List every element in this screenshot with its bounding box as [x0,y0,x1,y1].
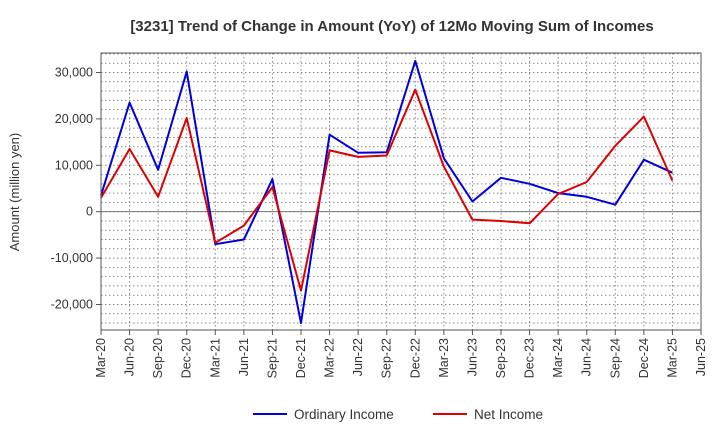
x-tick-label: Dec-23 [523,338,537,378]
y-tick-label: 0 [86,205,93,219]
x-tick-label: Sep-24 [608,338,622,378]
x-tick-label: Jun-23 [465,338,479,376]
y-axis-ticks: -20,000 -10,000 0 10,000 20,000 30,000 [51,65,101,311]
legend: Ordinary Income Net Income [253,407,543,422]
chart-title: [3231] Trend of Change in Amount (YoY) o… [130,18,653,35]
series-line-net-income [100,88,674,292]
x-tick-label: Dec-22 [408,338,422,378]
legend-label: Ordinary Income [294,407,394,422]
x-tick-label: Dec-20 [180,338,194,378]
y-tick-label: -10,000 [51,251,93,265]
x-tick-label: Dec-24 [637,338,651,378]
x-tick-label: Mar-25 [665,338,679,378]
legend-label: Net Income [474,407,543,422]
x-tick-label: Mar-20 [94,338,108,378]
x-tick-label: Jun-25 [694,338,708,376]
x-tick-label: Mar-23 [437,338,451,378]
x-tick-label: Sep-21 [265,338,279,378]
y-axis-title: Amount (million yen) [7,133,22,252]
x-tick-label: Mar-24 [551,338,565,378]
y-tick-label: 20,000 [55,112,93,126]
x-tick-label: Dec-21 [294,338,308,378]
x-tick-label: Sep-20 [151,338,165,378]
plot-area-frame [100,52,702,331]
x-tick-label: Jun-21 [237,338,251,376]
x-tick-label: Mar-21 [208,338,222,378]
x-tick-label: Jun-22 [351,338,365,376]
x-tick-label: Jun-24 [580,338,594,376]
series-line-ordinary-income [100,59,673,324]
x-tick-label: Sep-23 [494,338,508,378]
y-tick-label: 10,000 [55,158,93,172]
x-tick-label: Sep-22 [380,338,394,378]
series-layer [100,59,674,324]
x-tick-label: Mar-22 [323,338,337,378]
y-tick-label: 30,000 [55,65,93,79]
y-tick-label: -20,000 [51,297,93,311]
x-tick-label: Jun-20 [123,338,137,376]
x-axis-ticks: Mar-20 Jun-20 Sep-20 Dec-20 Mar-21 Jun-21 Sep-… [94,330,708,378]
